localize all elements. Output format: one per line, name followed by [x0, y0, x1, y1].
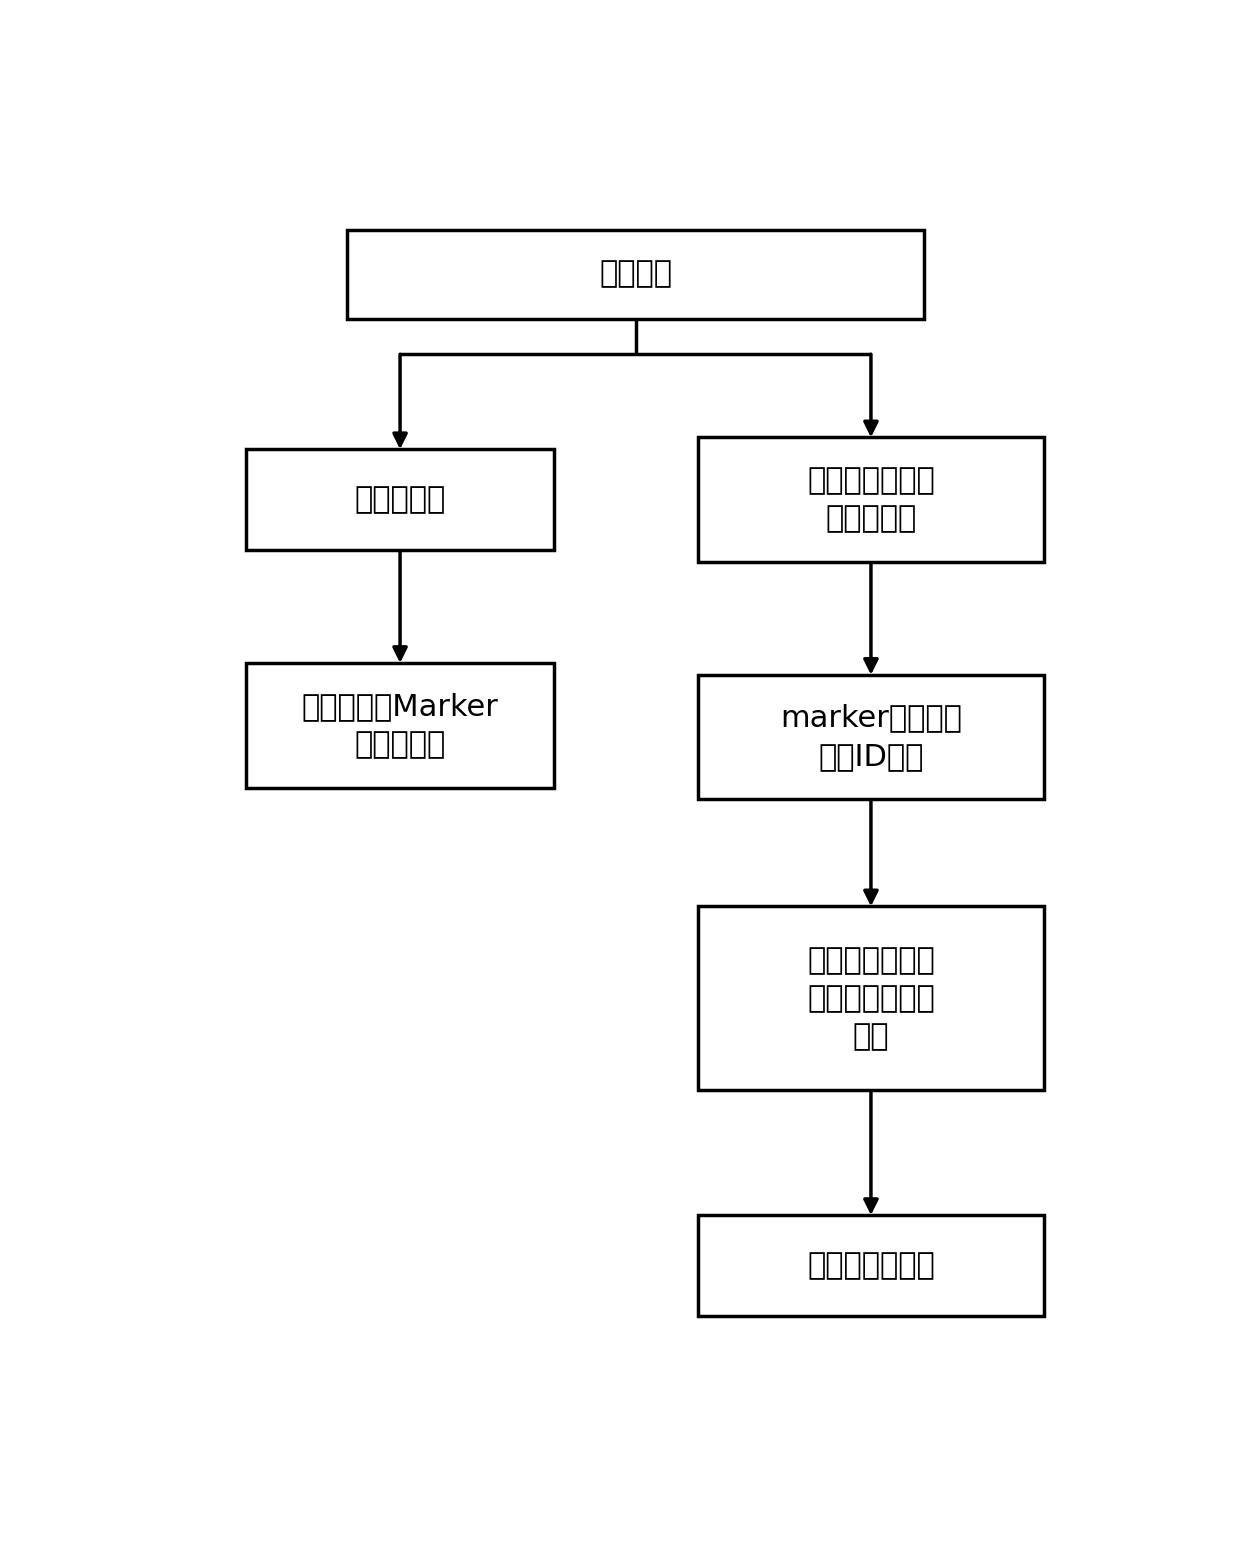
Bar	[247, 449, 554, 550]
Bar	[698, 675, 1044, 799]
Text: 输出目标物位置: 输出目标物位置	[807, 1251, 935, 1280]
Text: 基于同步多摄像
机的三维重建与
追踪: 基于同步多摄像 机的三维重建与 追踪	[807, 945, 935, 1052]
Text: 所有相机同步、
同周期曝光: 所有相机同步、 同周期曝光	[807, 466, 935, 534]
Bar	[698, 1215, 1044, 1315]
Bar	[347, 230, 924, 319]
Text: marker点数据解
码及ID识别: marker点数据解 码及ID识别	[780, 703, 962, 771]
Text: 主动光编码: 主动光编码	[355, 486, 445, 513]
Text: 主动光部件Marker
点周期频闪: 主动光部件Marker 点周期频闪	[301, 692, 498, 759]
Bar	[698, 438, 1044, 561]
Text: 开始工作: 开始工作	[599, 259, 672, 288]
Bar	[698, 907, 1044, 1090]
Bar	[247, 663, 554, 788]
